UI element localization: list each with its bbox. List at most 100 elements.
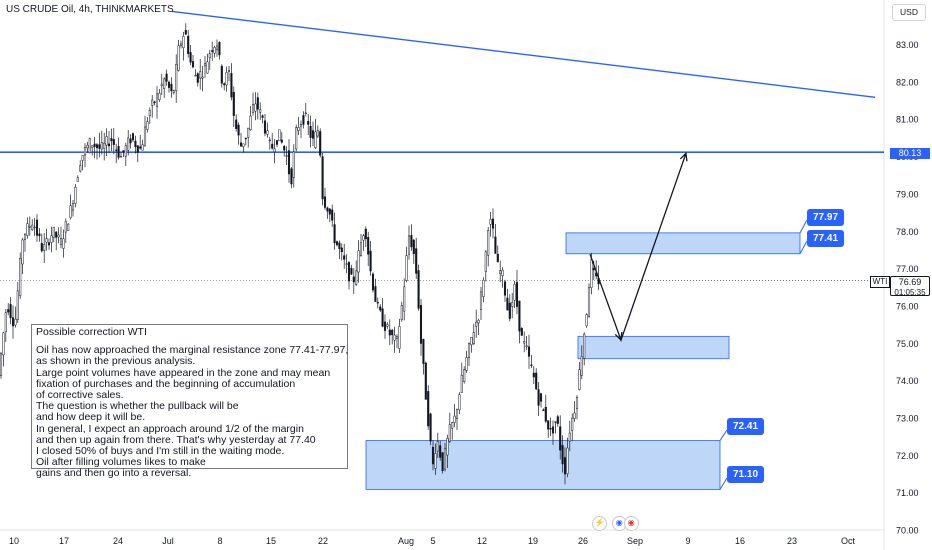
descending-trendline [171, 10, 876, 98]
candle-body [491, 218, 495, 229]
candle-body [321, 156, 324, 200]
candle-body [448, 424, 451, 442]
candle-body [568, 432, 571, 442]
candle-body [513, 284, 516, 301]
candle-body [254, 103, 257, 112]
candle-body [172, 90, 175, 93]
upper-zone [565, 232, 801, 255]
candle-body [52, 226, 55, 238]
candle-body [400, 305, 403, 320]
candle-body [11, 317, 15, 327]
note-line: Oil after filling volumes likes to make [36, 456, 206, 469]
candle-body [160, 83, 163, 86]
flag-us-icon[interactable]: ◉ [623, 516, 639, 531]
currency-button[interactable]: USD [892, 4, 926, 21]
candle-body [292, 151, 295, 178]
y-tick-label: 70.00 [896, 526, 919, 536]
note-line: Oil has now approached the marginal resi… [36, 344, 349, 357]
x-tick-label: 16 [735, 536, 745, 546]
candle-body [134, 140, 137, 148]
candle-body [211, 50, 214, 52]
candle-body [316, 130, 319, 137]
candle-body [326, 207, 329, 212]
candle-body [345, 263, 348, 265]
label-connector [719, 429, 728, 441]
candle-body [424, 362, 427, 400]
candle-body [242, 143, 245, 148]
candle-body [278, 129, 281, 141]
candle-body [179, 43, 183, 46]
candle-body [237, 124, 240, 136]
candle-body [38, 233, 41, 237]
candle-body [273, 148, 276, 153]
candle-body [40, 243, 43, 252]
candle-body [182, 36, 185, 49]
candle-body [287, 150, 291, 175]
candle-body [355, 270, 358, 285]
candle-body [525, 345, 528, 348]
x-tick-label: Oct [841, 536, 856, 546]
event-markers: ⚡ ◉ ◉ [592, 516, 641, 531]
candle-body [362, 235, 365, 241]
candle-body [333, 224, 336, 244]
candle-body [261, 115, 264, 118]
candle-body [208, 53, 211, 58]
candle-body [268, 139, 271, 142]
candle-body [460, 374, 463, 393]
projection-arrowhead-down [614, 332, 623, 342]
candle-body [508, 302, 511, 319]
candle-body [59, 238, 63, 246]
candle-body [129, 138, 132, 144]
candle-body [551, 426, 555, 434]
candle-body [328, 208, 331, 215]
candle-body [127, 137, 130, 151]
candle-body [465, 357, 468, 371]
lower-zone-top-label: 72.41 [727, 418, 765, 435]
candle-body [475, 321, 478, 327]
y-tick-label: 82.00 [896, 77, 919, 87]
analysis-note[interactable]: Possible correction WTI Oil has now appr… [31, 324, 349, 479]
candle-body [571, 417, 574, 431]
x-tick-label: 22 [318, 536, 328, 546]
candle-body [105, 136, 108, 146]
candle-body [556, 416, 559, 424]
candle-body [251, 104, 255, 113]
candle-body [458, 394, 461, 411]
candle-body [143, 126, 147, 147]
candle-body [367, 237, 370, 255]
candle-body [446, 438, 449, 456]
candle-body [95, 144, 99, 149]
candle-body [398, 326, 401, 349]
candle-body [2, 332, 5, 356]
candle-body [81, 155, 84, 161]
x-tick-label: 5 [430, 536, 435, 546]
candle-body [107, 143, 111, 147]
candle-body [244, 137, 247, 140]
candle-body [527, 346, 531, 357]
symbol-tag: WTI [870, 276, 890, 288]
candle-body [347, 262, 351, 282]
candle-body [379, 306, 382, 311]
candle-body [256, 97, 259, 110]
candle-body [381, 308, 384, 327]
note-line: and how deep it will be. [36, 411, 146, 424]
candle-body [239, 142, 243, 147]
note-line: I closed 50% of buys and I'm still in th… [36, 445, 285, 458]
x-tick-label: 15 [266, 536, 276, 546]
candle-body [266, 130, 269, 135]
y-tick-label: 79.00 [896, 189, 919, 199]
x-tick-label: Sep [627, 536, 643, 546]
lower-zone [365, 440, 721, 490]
flag-us-icon[interactable]: ◉ [611, 516, 627, 531]
candle-body [549, 428, 552, 430]
candle-body [218, 42, 221, 56]
candle-body [112, 139, 115, 145]
upper-zone-top-label: 77.97 [807, 209, 845, 226]
candle-body [9, 304, 12, 319]
candle-body [189, 52, 192, 63]
candle-body [427, 391, 430, 427]
candle-body [451, 422, 454, 429]
lightning-icon[interactable]: ⚡ [592, 516, 607, 531]
note-line: and then up again from there. That's why… [36, 433, 316, 446]
